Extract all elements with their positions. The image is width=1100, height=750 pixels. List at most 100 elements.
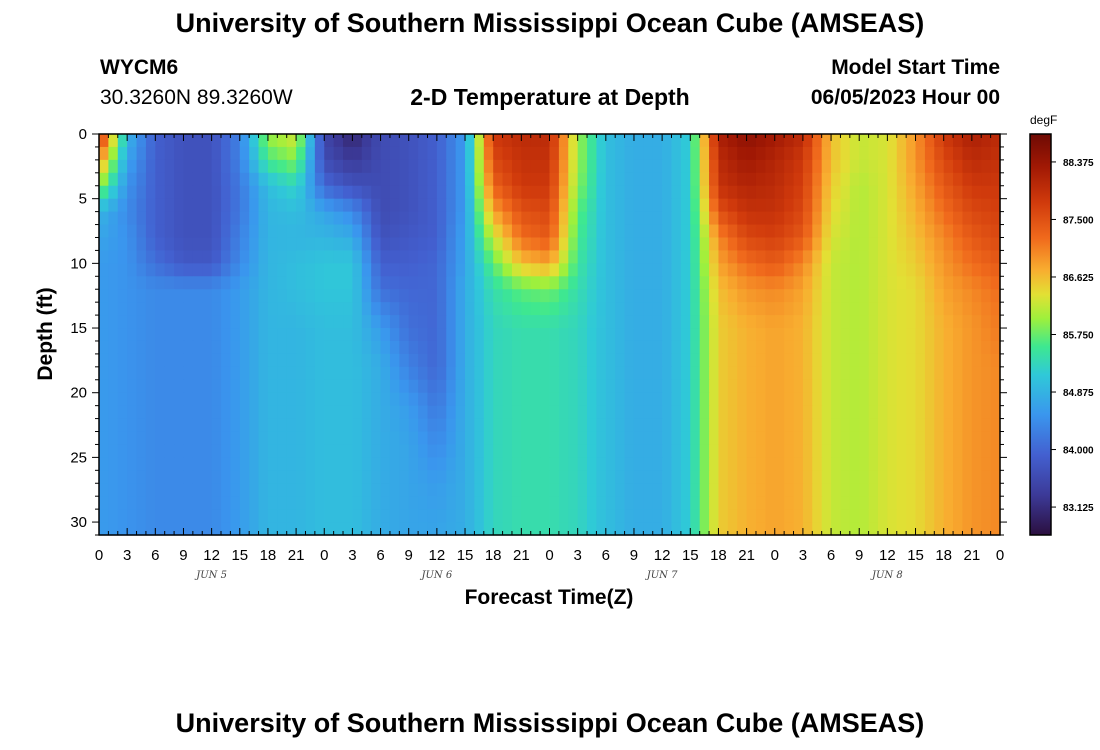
heatmap-cell [671,392,682,407]
heatmap-cell [971,276,982,290]
heatmap-cell [962,522,973,536]
heatmap-cell [755,263,766,277]
heatmap-cell [267,431,278,446]
heatmap-cell [427,198,438,213]
heatmap-cell [493,522,504,536]
heatmap-cell [587,276,598,290]
heatmap-cell [493,405,504,420]
heatmap-cell [793,224,804,239]
heatmap-cell [183,522,194,536]
heatmap-cell [709,509,720,523]
heatmap-cell [990,444,1001,458]
heatmap-cell [277,444,288,458]
heatmap-cell [549,172,560,187]
heatmap-cell [267,483,278,497]
heatmap-cell [371,522,382,536]
heatmap-cell [859,444,870,458]
heatmap-cell [483,353,494,368]
heatmap-cell [511,185,522,200]
heatmap-cell [596,315,607,329]
heatmap-cell [108,328,119,342]
heatmap-cell [718,302,729,316]
heatmap-cell [643,159,654,174]
heatmap-cell [202,392,213,407]
heatmap-cell [727,483,738,497]
heatmap-cell [127,302,138,316]
heatmap-cell [877,328,888,342]
heatmap-cell [587,470,598,484]
heatmap-cell [633,470,644,484]
heatmap-cell [981,366,992,381]
heatmap-cell [831,483,842,497]
heatmap-cell [802,418,813,433]
heatmap-cell [389,457,400,471]
heatmap-cell [793,457,804,471]
heatmap-cell [624,134,635,148]
heatmap-cell [117,185,128,200]
heatmap-cell [155,328,166,342]
heatmap-cell [971,302,982,316]
heatmap-cell [577,496,588,510]
heatmap-cell [577,250,588,264]
heatmap-cell [652,315,663,329]
heatmap-cell [202,353,213,368]
heatmap-cell [286,185,297,200]
heatmap-cell [774,134,785,148]
heatmap-cell [465,418,476,433]
heatmap-cell [887,134,898,148]
heatmap-cell [465,224,476,239]
heatmap-cell [831,457,842,471]
heatmap-cell [286,237,297,252]
heatmap-cell [136,146,147,161]
heatmap-cell [577,379,588,394]
heatmap-cell [502,392,513,407]
station-id: WYCM6 [100,56,179,79]
heatmap-cell [812,405,823,420]
heatmap-cell [258,146,269,161]
heatmap-cell [624,185,635,200]
heatmap-cell [127,444,138,458]
heatmap-cell [296,457,307,471]
heatmap-cell [624,302,635,316]
heatmap-cell [821,198,832,213]
heatmap-cell [765,418,776,433]
heatmap-cell [802,366,813,381]
heatmap-cell [934,263,945,277]
heatmap-cell [727,444,738,458]
heatmap-cell [718,483,729,497]
heatmap-cell [981,198,992,213]
heatmap-cell [474,457,485,471]
heatmap-cell [624,418,635,433]
heatmap-cell [296,366,307,381]
heatmap-cell [971,444,982,458]
heatmap-cell [380,172,391,187]
heatmap-cell [418,522,429,536]
heatmap-cell [361,392,372,407]
heatmap-cell [249,211,260,226]
heatmap-cell [277,224,288,239]
heatmap-cell [765,340,776,355]
heatmap-cell [230,483,241,497]
heatmap-cell [314,134,325,148]
heatmap-cell [258,302,269,316]
heatmap-cell [296,470,307,484]
heatmap-cell [239,405,250,420]
heatmap-cell [361,470,372,484]
heatmap-cell [587,353,598,368]
heatmap-cell [540,289,551,303]
heatmap-cell [530,509,541,523]
heatmap-cell [887,405,898,420]
heatmap-cell [727,328,738,342]
heatmap-cell [802,159,813,174]
heatmap-cell [483,315,494,329]
heatmap-cell [183,379,194,394]
heatmap-cell [352,159,363,174]
heatmap-cell [784,185,795,200]
heatmap-cell [605,198,616,213]
heatmap-cell [258,159,269,174]
heatmap-cell [286,366,297,381]
heatmap-cell [981,211,992,226]
heatmap-cell [699,198,710,213]
heatmap-cell [239,444,250,458]
heatmap-cell [784,431,795,446]
